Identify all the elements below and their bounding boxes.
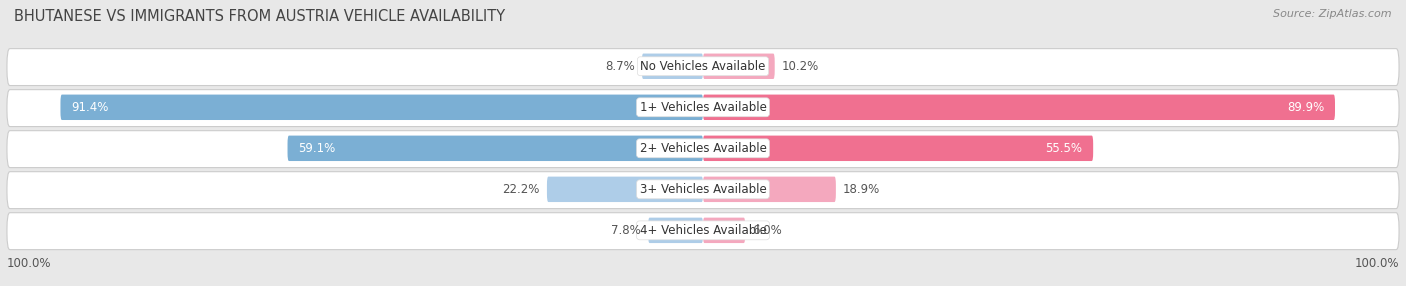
Text: 59.1%: 59.1% bbox=[298, 142, 335, 155]
Text: 7.8%: 7.8% bbox=[612, 224, 641, 237]
FancyBboxPatch shape bbox=[7, 213, 1399, 250]
Text: 2+ Vehicles Available: 2+ Vehicles Available bbox=[640, 142, 766, 155]
FancyBboxPatch shape bbox=[703, 53, 775, 79]
Text: 10.2%: 10.2% bbox=[782, 60, 818, 73]
FancyBboxPatch shape bbox=[648, 218, 703, 243]
Text: 91.4%: 91.4% bbox=[70, 101, 108, 114]
Text: No Vehicles Available: No Vehicles Available bbox=[640, 60, 766, 73]
FancyBboxPatch shape bbox=[7, 172, 1399, 208]
FancyBboxPatch shape bbox=[703, 177, 835, 202]
Text: 55.5%: 55.5% bbox=[1046, 142, 1083, 155]
Text: 100.0%: 100.0% bbox=[7, 257, 52, 270]
FancyBboxPatch shape bbox=[703, 218, 745, 243]
Text: 100.0%: 100.0% bbox=[1354, 257, 1399, 270]
FancyBboxPatch shape bbox=[643, 53, 703, 79]
Text: 3+ Vehicles Available: 3+ Vehicles Available bbox=[640, 183, 766, 196]
FancyBboxPatch shape bbox=[287, 136, 703, 161]
FancyBboxPatch shape bbox=[7, 49, 1399, 86]
FancyBboxPatch shape bbox=[703, 136, 1094, 161]
Text: 6.0%: 6.0% bbox=[752, 224, 782, 237]
Text: 89.9%: 89.9% bbox=[1288, 101, 1324, 114]
Text: Source: ZipAtlas.com: Source: ZipAtlas.com bbox=[1274, 9, 1392, 19]
Text: 1+ Vehicles Available: 1+ Vehicles Available bbox=[640, 101, 766, 114]
FancyBboxPatch shape bbox=[547, 177, 703, 202]
Text: BHUTANESE VS IMMIGRANTS FROM AUSTRIA VEHICLE AVAILABILITY: BHUTANESE VS IMMIGRANTS FROM AUSTRIA VEH… bbox=[14, 9, 505, 23]
Text: 4+ Vehicles Available: 4+ Vehicles Available bbox=[640, 224, 766, 237]
FancyBboxPatch shape bbox=[60, 95, 703, 120]
Text: 8.7%: 8.7% bbox=[605, 60, 636, 73]
FancyBboxPatch shape bbox=[7, 131, 1399, 168]
FancyBboxPatch shape bbox=[7, 90, 1399, 127]
Text: 22.2%: 22.2% bbox=[502, 183, 540, 196]
FancyBboxPatch shape bbox=[703, 95, 1336, 120]
Text: 18.9%: 18.9% bbox=[844, 183, 880, 196]
